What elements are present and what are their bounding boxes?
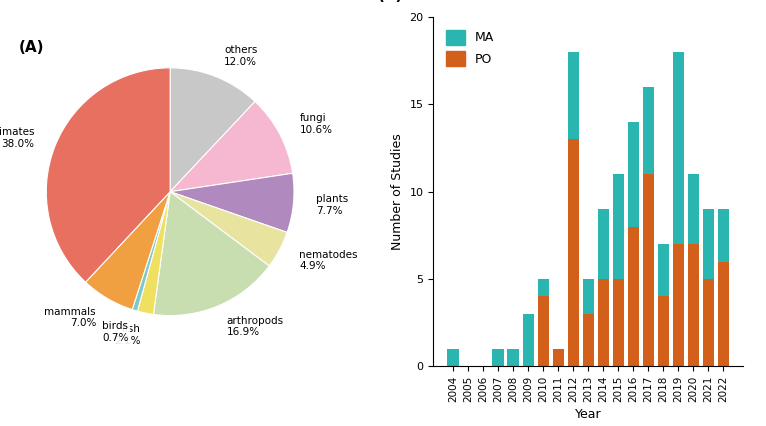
Text: birds
0.7%: birds 0.7% — [102, 321, 129, 343]
Bar — [658, 296, 669, 366]
Text: mammals
7.0%: mammals 7.0% — [44, 307, 96, 328]
Bar — [568, 139, 579, 366]
Text: nematodes
4.9%: nematodes 4.9% — [300, 250, 358, 271]
Bar — [552, 349, 564, 366]
Bar — [643, 87, 654, 174]
Bar — [658, 244, 669, 296]
Bar — [688, 244, 699, 366]
Bar — [673, 52, 684, 244]
Bar — [702, 279, 714, 366]
Bar — [447, 349, 459, 366]
Wedge shape — [46, 68, 170, 282]
Text: others
12.0%: others 12.0% — [224, 45, 257, 66]
Y-axis label: Number of Studies: Number of Studies — [391, 133, 404, 250]
Text: primates
38.0%: primates 38.0% — [0, 127, 34, 149]
Wedge shape — [170, 68, 255, 192]
Wedge shape — [86, 192, 170, 310]
Bar — [493, 349, 504, 366]
Bar — [702, 209, 714, 279]
X-axis label: Year: Year — [574, 408, 601, 421]
Wedge shape — [153, 192, 270, 316]
Bar — [688, 174, 699, 244]
Text: (A): (A) — [18, 40, 44, 55]
Wedge shape — [170, 101, 293, 192]
Text: fungi
10.6%: fungi 10.6% — [300, 113, 332, 135]
Bar — [597, 279, 609, 366]
Bar — [613, 279, 624, 366]
Wedge shape — [137, 192, 170, 314]
Text: arthropods
16.9%: arthropods 16.9% — [227, 316, 283, 337]
Bar — [627, 122, 639, 227]
Bar — [538, 279, 548, 296]
Bar — [718, 262, 729, 366]
Bar — [583, 279, 594, 314]
Bar — [643, 174, 654, 366]
Bar — [508, 349, 519, 366]
Wedge shape — [170, 192, 287, 266]
Bar — [627, 227, 639, 366]
Legend: MA, PO: MA, PO — [440, 23, 500, 72]
Bar — [568, 52, 579, 139]
Text: fish
2.1%: fish 2.1% — [114, 324, 141, 346]
Wedge shape — [133, 192, 170, 311]
Bar — [673, 244, 684, 366]
Wedge shape — [170, 173, 294, 233]
Bar — [522, 314, 534, 366]
Bar — [613, 174, 624, 279]
Bar — [597, 209, 609, 279]
Bar — [583, 314, 594, 366]
Text: plants
7.7%: plants 7.7% — [316, 194, 348, 216]
Bar — [718, 209, 729, 262]
Text: (B): (B) — [378, 0, 403, 3]
Bar — [538, 296, 548, 366]
